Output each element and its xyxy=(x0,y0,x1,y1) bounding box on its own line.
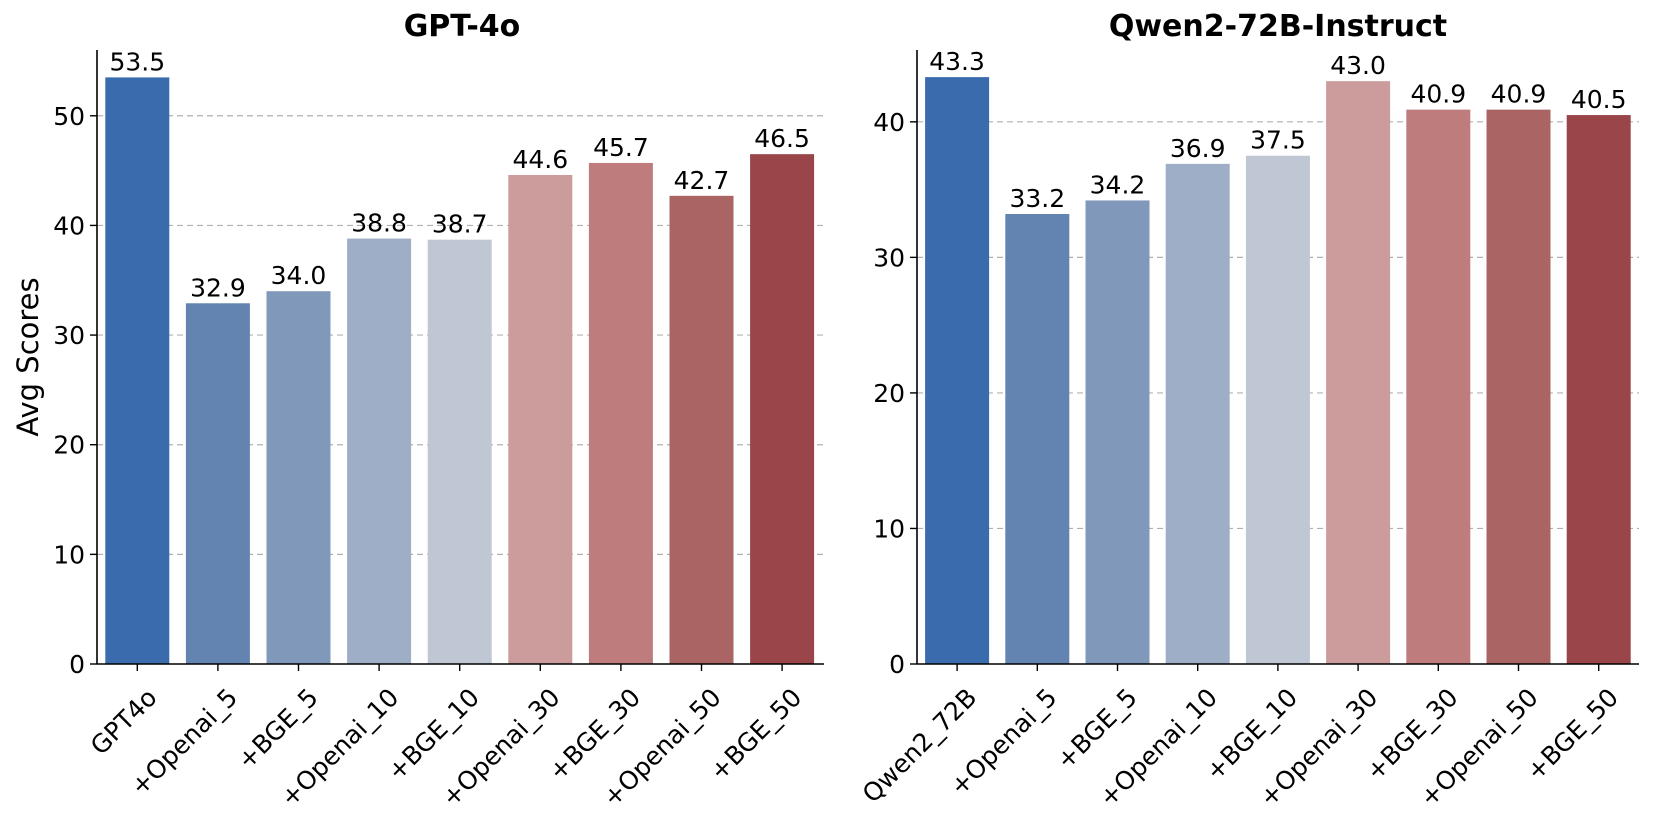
bar xyxy=(266,291,331,664)
bar xyxy=(347,238,412,665)
bar-value-label: 42.7 xyxy=(674,166,730,195)
bar-value-label: 43.3 xyxy=(929,47,985,76)
bar xyxy=(750,154,815,665)
y-tick-label: 50 xyxy=(53,102,85,131)
chart-panel-qwen2: Qwen2-72B-Instruct01020304043.3Qwen2_72B… xyxy=(857,9,1639,812)
bar-value-label: 43.0 xyxy=(1330,51,1386,80)
bar xyxy=(105,77,170,665)
bar xyxy=(185,303,250,664)
bar xyxy=(1085,200,1150,665)
bar-value-label: 46.5 xyxy=(754,124,810,153)
y-tick-label: 0 xyxy=(69,650,85,679)
bar-value-label: 38.8 xyxy=(351,209,407,238)
bar-value-label: 37.5 xyxy=(1250,126,1306,155)
bar-value-label: 34.0 xyxy=(271,261,327,290)
y-axis-label: Avg Scores xyxy=(11,277,45,436)
x-tick-label: GPT4o xyxy=(85,683,163,761)
bar xyxy=(925,77,990,665)
bar-value-label: 45.7 xyxy=(593,133,649,162)
bar xyxy=(588,162,653,665)
bar xyxy=(1005,214,1070,665)
y-tick-label: 0 xyxy=(889,650,905,679)
y-tick-label: 40 xyxy=(873,108,905,137)
bar xyxy=(427,239,492,665)
bar-value-label: 34.2 xyxy=(1090,170,1146,199)
y-tick-label: 10 xyxy=(873,514,905,543)
bar xyxy=(1486,109,1551,665)
bar xyxy=(669,195,734,664)
y-tick-label: 30 xyxy=(53,321,85,350)
bar xyxy=(1245,155,1310,664)
bar xyxy=(1566,115,1631,665)
bar xyxy=(1406,109,1471,665)
y-tick-label: 30 xyxy=(873,243,905,272)
bar-value-label: 33.2 xyxy=(1009,184,1065,213)
bar-value-label: 40.5 xyxy=(1571,85,1627,114)
bar-value-label: 44.6 xyxy=(512,145,568,174)
bar xyxy=(508,174,573,664)
bar xyxy=(1326,81,1391,665)
y-tick-label: 40 xyxy=(53,211,85,240)
bar xyxy=(1165,163,1230,664)
y-tick-label: 20 xyxy=(53,431,85,460)
chart-title: GPT-4o xyxy=(404,9,521,44)
bar-value-label: 40.9 xyxy=(1491,80,1547,109)
y-tick-label: 20 xyxy=(873,379,905,408)
bar-value-label: 38.7 xyxy=(432,210,488,239)
y-tick-label: 10 xyxy=(53,540,85,569)
chart-title: Qwen2-72B-Instruct xyxy=(1109,9,1447,44)
chart-panel-gpt4o: GPT-4o0102030405053.5GPT4o32.9+Openai_53… xyxy=(11,9,824,812)
bar-value-label: 36.9 xyxy=(1170,134,1226,163)
bar-value-label: 40.9 xyxy=(1410,80,1466,109)
bar-value-label: 32.9 xyxy=(190,273,246,302)
bar-value-label: 53.5 xyxy=(109,47,165,76)
